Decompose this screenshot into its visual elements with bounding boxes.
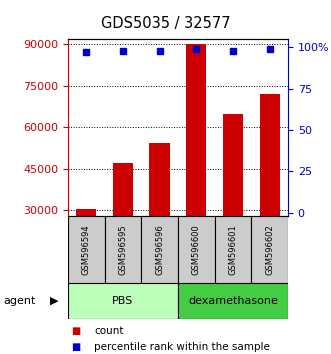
Bar [251, 216, 288, 283]
Text: agent: agent [3, 296, 36, 306]
Text: GSM596602: GSM596602 [265, 224, 274, 275]
Bar [105, 216, 141, 283]
Text: GSM596601: GSM596601 [228, 224, 237, 275]
Text: ■: ■ [71, 342, 80, 352]
Bar [141, 216, 178, 283]
Text: GSM596596: GSM596596 [155, 224, 164, 275]
Bar [76, 209, 96, 293]
Text: GSM596594: GSM596594 [82, 224, 91, 275]
Bar [214, 216, 251, 283]
Text: count: count [94, 326, 124, 336]
Text: GSM596600: GSM596600 [192, 224, 201, 275]
Bar [178, 216, 214, 283]
Text: ▶: ▶ [50, 296, 58, 306]
Bar [178, 283, 288, 319]
Bar [68, 216, 105, 283]
Bar [113, 164, 133, 293]
Text: GDS5035 / 32577: GDS5035 / 32577 [101, 16, 230, 31]
Bar [260, 94, 280, 293]
Text: GSM596595: GSM596595 [118, 224, 127, 275]
Text: PBS: PBS [112, 296, 133, 306]
Text: dexamethasone: dexamethasone [188, 296, 278, 306]
Text: ■: ■ [71, 326, 80, 336]
Bar [150, 143, 170, 293]
Bar [223, 114, 243, 293]
Bar [68, 283, 178, 319]
Bar [186, 45, 206, 293]
Text: percentile rank within the sample: percentile rank within the sample [94, 342, 270, 352]
